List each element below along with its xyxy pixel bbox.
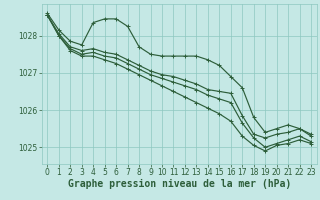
X-axis label: Graphe pression niveau de la mer (hPa): Graphe pression niveau de la mer (hPa): [68, 179, 291, 189]
